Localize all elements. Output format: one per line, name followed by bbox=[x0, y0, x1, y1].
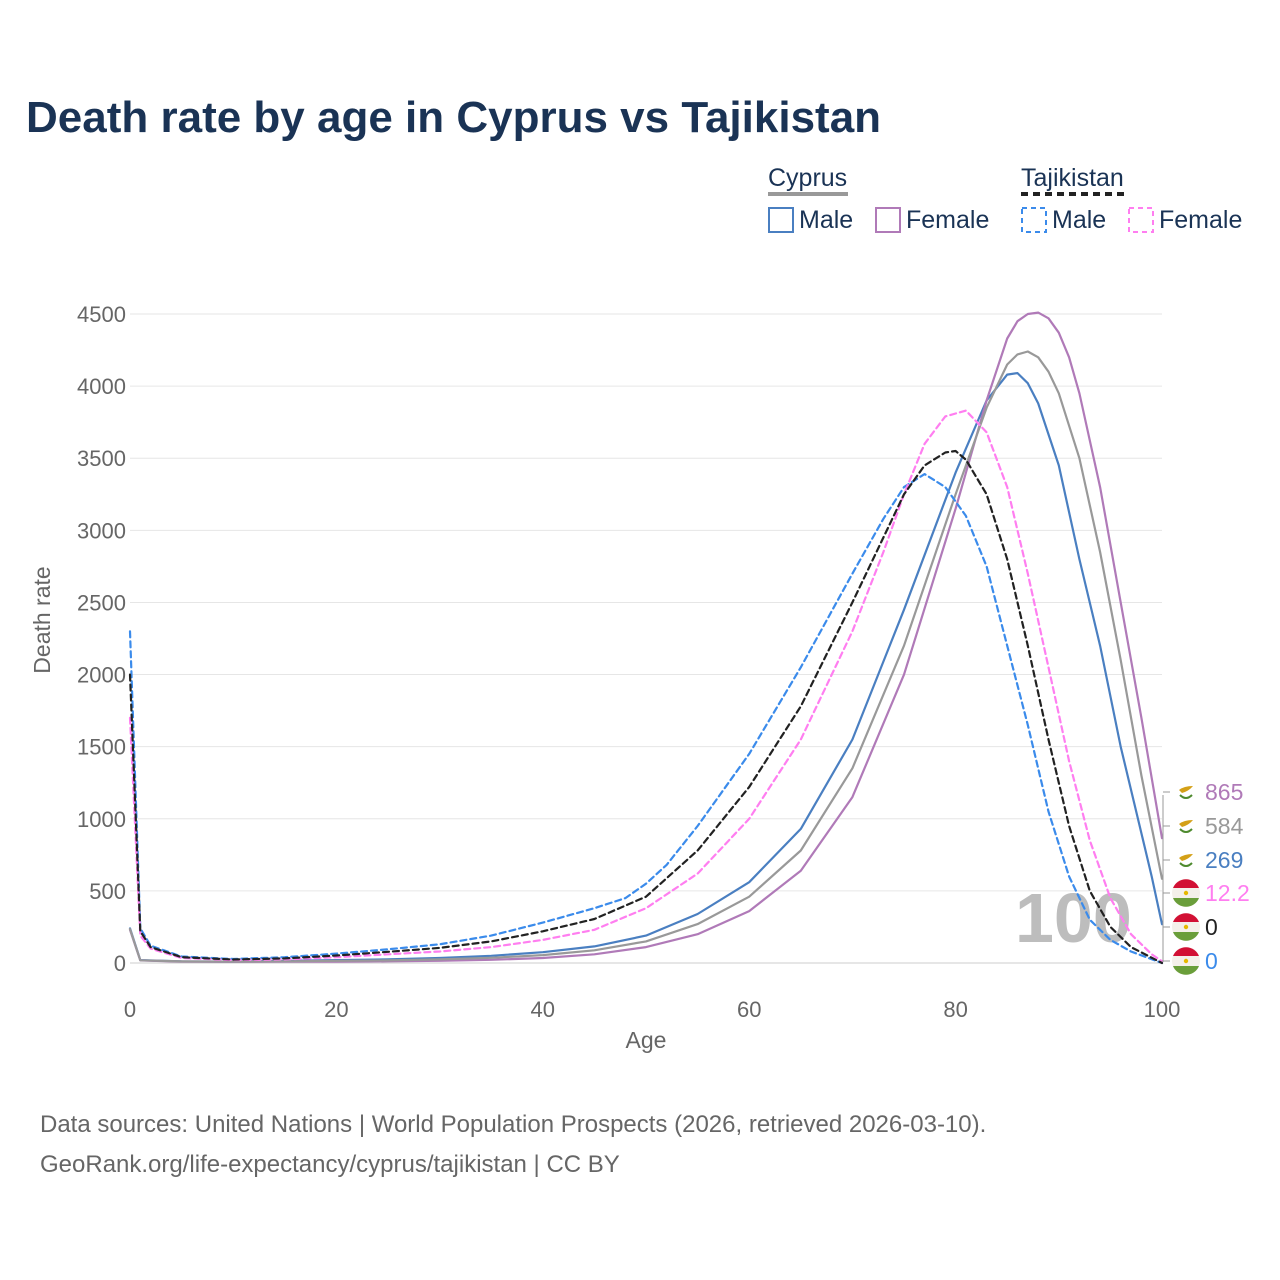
x-axis-ticks: 0 20 40 60 80 100 bbox=[124, 997, 1180, 1022]
source-line-1: Data sources: United Nations | World Pop… bbox=[40, 1111, 986, 1138]
legend-tajikistan-male-label[interactable]: Male bbox=[1052, 206, 1106, 234]
legend: Cyprus Male Female Tajikistan Male Femal… bbox=[768, 164, 1242, 234]
legend-tajikistan-female-label[interactable]: Female bbox=[1159, 206, 1242, 234]
series-line-tajikistan-female[interactable] bbox=[128, 409, 1164, 963]
flag-red-stripe bbox=[1173, 913, 1199, 922]
flag-red-stripe bbox=[1173, 947, 1199, 956]
y-tick-label: 500 bbox=[89, 879, 126, 904]
flag-island-shape bbox=[1179, 854, 1193, 861]
tajikistan-flag-icon bbox=[1172, 913, 1200, 941]
y-tick-label: 3500 bbox=[77, 446, 126, 471]
series-line-cyprus-both[interactable] bbox=[128, 350, 1164, 963]
legend-group-tajikistan-title[interactable]: Tajikistan bbox=[1021, 164, 1124, 192]
cyprus-flag-icon bbox=[1175, 781, 1197, 803]
flag-base bbox=[1175, 849, 1197, 871]
end-label-cyprus-male: 269 bbox=[1205, 847, 1243, 873]
flag-crown bbox=[1183, 958, 1189, 964]
flag-olive-branches bbox=[1179, 794, 1193, 799]
flag-island-shape bbox=[1179, 820, 1193, 827]
flag-island-shape bbox=[1179, 786, 1193, 793]
flag-base bbox=[1175, 815, 1197, 837]
cyprus-flag-icon bbox=[1175, 815, 1197, 837]
tajikistan-flag-icon bbox=[1172, 879, 1200, 907]
flag-red-stripe bbox=[1173, 879, 1199, 888]
flag-base bbox=[1175, 781, 1197, 803]
y-tick-label: 3000 bbox=[77, 518, 126, 543]
y-tick-label: 4000 bbox=[77, 374, 126, 399]
cyprus-flag-icon bbox=[1175, 849, 1197, 871]
y-tick-label: 1000 bbox=[77, 807, 126, 832]
source-line-2[interactable]: GeoRank.org/life-expectancy/cyprus/tajik… bbox=[40, 1151, 620, 1178]
end-label-cyprus-female: 865 bbox=[1205, 779, 1243, 805]
y-tick-label: 2000 bbox=[77, 663, 126, 688]
legend-cyprus-male-label[interactable]: Male bbox=[799, 206, 853, 234]
grid bbox=[130, 313, 1162, 964]
x-tick-label: 60 bbox=[737, 997, 761, 1022]
series-line-tajikistan-male[interactable] bbox=[128, 473, 1164, 965]
y-axis-ticks: 0 500 1000 1500 2000 2500 3000 3500 4000 4500 bbox=[77, 302, 126, 976]
flag-green-stripe bbox=[1173, 898, 1199, 907]
flag-green-stripe bbox=[1173, 966, 1199, 975]
legend-cyprus-male-swatch[interactable] bbox=[768, 207, 794, 233]
x-tick-label: 0 bbox=[124, 997, 136, 1022]
x-tick-label: 100 bbox=[1144, 997, 1181, 1022]
series-line-cyprus-female[interactable] bbox=[128, 311, 1164, 963]
chart-title: Death rate by age in Cyprus vs Tajikista… bbox=[26, 93, 881, 142]
end-label-tajikistan-both: 0 bbox=[1205, 914, 1218, 940]
y-tick-label: 1500 bbox=[77, 735, 126, 760]
series-lines bbox=[128, 311, 1164, 965]
legend-tajikistan-female-swatch[interactable] bbox=[1128, 207, 1154, 233]
tajikistan-flag-icon bbox=[1172, 947, 1200, 975]
end-labels: 865 584 269 12.2 0 0 bbox=[1163, 779, 1250, 975]
legend-tajikistan-male-swatch[interactable] bbox=[1021, 207, 1047, 233]
legend-cyprus-female-label[interactable]: Female bbox=[906, 206, 989, 234]
x-axis-label: Age bbox=[626, 1027, 667, 1053]
y-axis-label: Death rate bbox=[29, 566, 55, 673]
year-watermark: 100 bbox=[1015, 879, 1132, 957]
end-label-tajikistan-female: 12.2 bbox=[1205, 880, 1250, 906]
flag-olive-branches bbox=[1179, 828, 1193, 833]
end-label-cyprus-both: 584 bbox=[1205, 813, 1244, 839]
legend-group-cyprus-title[interactable]: Cyprus bbox=[768, 164, 847, 192]
flag-crown bbox=[1183, 924, 1189, 930]
y-tick-label: 4500 bbox=[77, 302, 126, 327]
flag-green-stripe bbox=[1173, 932, 1199, 941]
flag-olive-branches bbox=[1179, 862, 1193, 867]
series-line-cyprus-male[interactable] bbox=[128, 372, 1164, 963]
y-tick-label: 2500 bbox=[77, 590, 126, 615]
x-tick-label: 20 bbox=[324, 997, 348, 1022]
series-line-tajikistan-both[interactable] bbox=[128, 449, 1164, 965]
legend-cyprus-female-swatch[interactable] bbox=[875, 207, 901, 233]
x-tick-label: 40 bbox=[531, 997, 555, 1022]
flag-crown bbox=[1183, 890, 1189, 896]
end-label-tajikistan-male: 0 bbox=[1205, 948, 1218, 974]
y-tick-label: 0 bbox=[114, 951, 126, 976]
x-tick-label: 80 bbox=[943, 997, 967, 1022]
